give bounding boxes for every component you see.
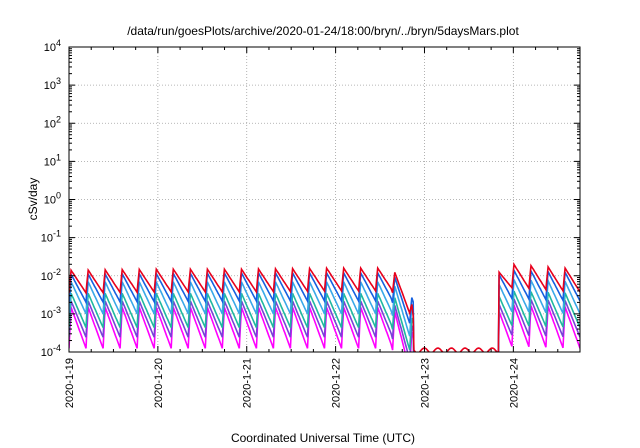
y-tick-label: 103 <box>44 76 61 92</box>
x-tick-label: 2020-1-19 <box>64 358 76 408</box>
series-line <box>69 290 580 352</box>
y-tick-label: 104 <box>44 38 61 54</box>
series-line <box>69 298 580 352</box>
y-tick-label: 10-1 <box>41 229 61 245</box>
y-tick-label: 10-3 <box>41 305 61 321</box>
x-tick-label: 2020-1-21 <box>242 358 254 408</box>
x-tick-label: 2020-1-24 <box>508 358 520 408</box>
series-line <box>69 305 580 352</box>
y-tick-label: 102 <box>44 114 61 130</box>
y-tick-label: 10-4 <box>41 343 61 359</box>
y-tick-label: 10-2 <box>41 267 61 283</box>
x-tick-label: 2020-1-20 <box>153 358 165 408</box>
x-axis-label: Coordinated Universal Time (UTC) <box>231 431 415 445</box>
series-line <box>69 267 580 352</box>
series-layer <box>69 261 580 352</box>
y-axis: 10-4 10-3 10-2 10-1 100 101 102 103 104 <box>41 38 580 359</box>
x-tick-label: 2020-1-22 <box>331 358 343 408</box>
x-axis: 2020-1-19 2020-1-20 2020-1-21 2020-1-22 2020… <box>64 47 559 408</box>
y-tick-label: 100 <box>44 191 61 207</box>
chart-title: /data/run/goesPlots/archive/2020-01-24/1… <box>127 24 519 38</box>
x-tick-label: 2020-1-23 <box>419 358 431 408</box>
series-line <box>69 277 580 352</box>
y-axis-label: cSv/day <box>26 178 40 221</box>
y-tick-label: 101 <box>44 152 61 168</box>
series-line <box>69 261 580 352</box>
